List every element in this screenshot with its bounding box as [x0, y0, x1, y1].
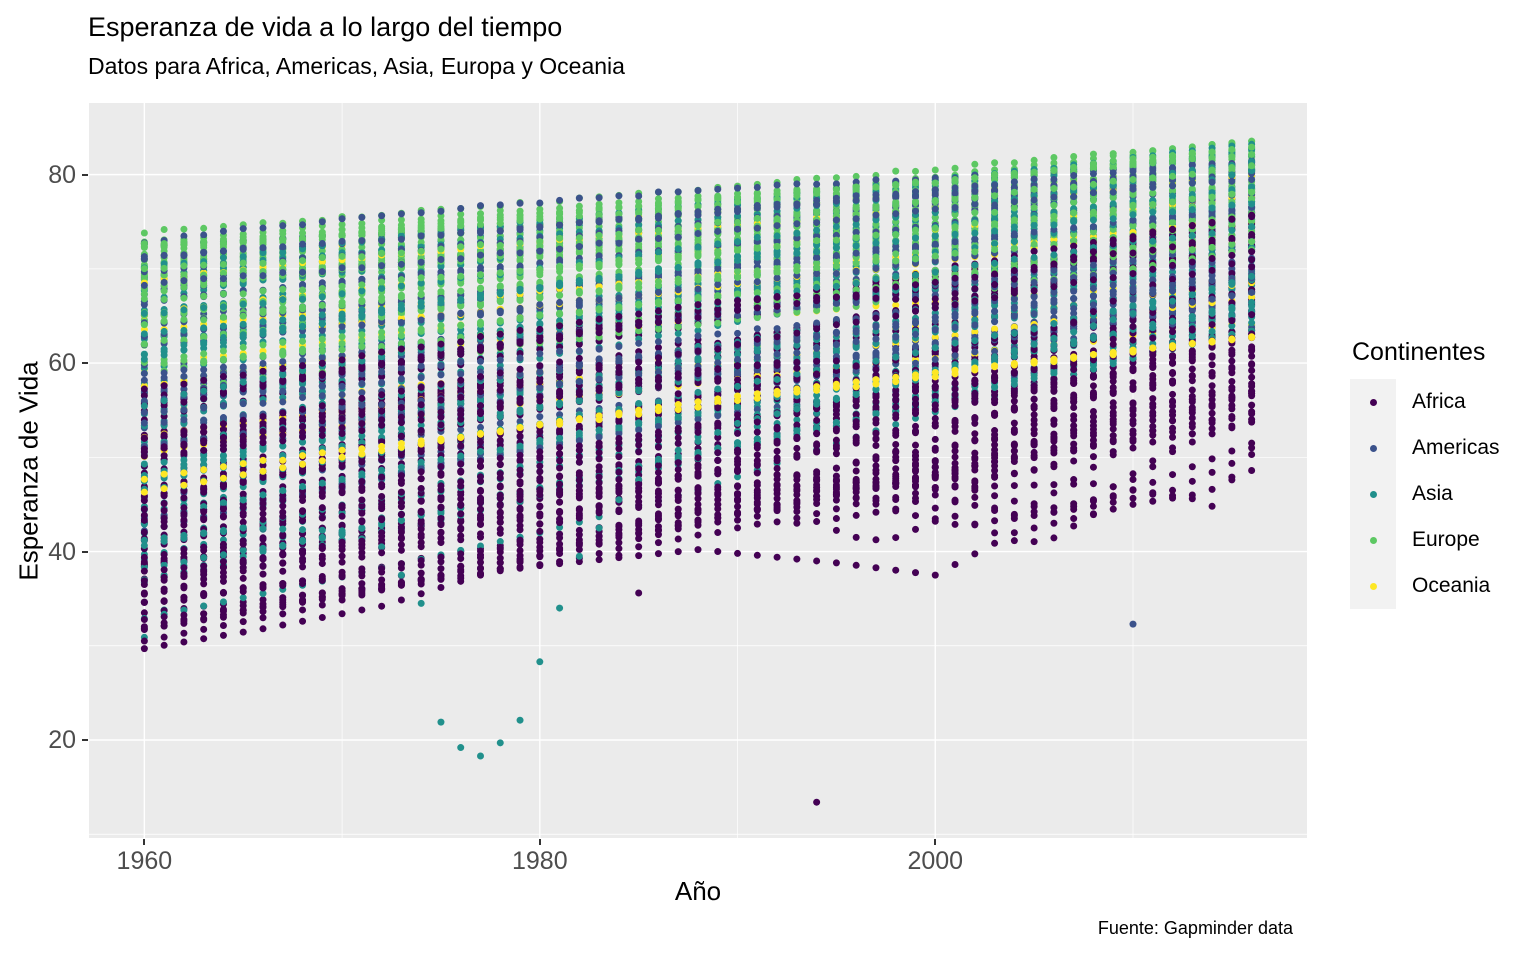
legend-item-americas: Americas: [1350, 425, 1536, 471]
legend-key-africa: [1350, 379, 1396, 425]
plot-panel: [89, 103, 1307, 838]
legend-key-asia: [1350, 471, 1396, 517]
legend-label: Americas: [1412, 436, 1500, 459]
legend-item-asia: Asia: [1350, 471, 1536, 517]
y-tick-label-60: 60: [48, 349, 76, 378]
x-tick-mark-2000: [934, 839, 937, 845]
legend-key-europe: [1350, 517, 1396, 563]
legend-label: Oceania: [1412, 574, 1491, 597]
legend-point-icon: [1369, 490, 1377, 498]
legend-item-oceania: Oceania: [1350, 563, 1536, 609]
legend-label: Africa: [1412, 390, 1466, 413]
y-tick-label-40: 40: [48, 537, 76, 566]
legend-label: Europe: [1412, 528, 1480, 551]
legend-item-europe: Europe: [1350, 517, 1536, 563]
scatter-canvas: [89, 103, 1307, 838]
x-tick-mark-1980: [538, 839, 541, 845]
y-tick-label-20: 20: [48, 726, 76, 754]
y-tick-mark-60: [82, 362, 88, 365]
y-axis-title: Esperanza de Vida: [13, 361, 44, 581]
x-tick-label-1980: 1980: [512, 847, 568, 875]
y-tick-mark-80: [82, 173, 88, 176]
source-caption: Fuente: Gapminder data: [1097, 918, 1293, 938]
chart-title: Esperanza de vida a lo largo del tiempo: [88, 12, 563, 42]
legend-point-icon: [1369, 398, 1377, 406]
y-tick-label-80: 80: [48, 160, 76, 189]
x-axis-title: Año: [674, 876, 722, 906]
legend-key-oceania: [1350, 563, 1396, 609]
legend-title: Continentes: [1352, 338, 1486, 366]
y-tick-mark-40: [82, 550, 88, 553]
x-tick-mark-1960: [143, 839, 146, 845]
legend-label: Asia: [1412, 482, 1453, 505]
chart-subtitle: Datos para Africa, Americas, Asia, Europ…: [88, 53, 625, 79]
x-tick-label-2000: 2000: [907, 847, 964, 875]
x-tick-label-1960: 1960: [116, 847, 173, 875]
legend-items: Africa Americas Asia Europe Oceania: [1350, 379, 1536, 609]
legend-point-icon: [1369, 536, 1377, 544]
legend-point-icon: [1369, 444, 1377, 452]
legend: Continentes Africa Americas Asia Europe Ocea…: [1350, 338, 1536, 609]
legend-key-americas: [1350, 425, 1396, 471]
legend-item-africa: Africa: [1350, 379, 1536, 425]
y-tick-mark-20: [82, 739, 88, 741]
legend-point-icon: [1369, 582, 1377, 590]
